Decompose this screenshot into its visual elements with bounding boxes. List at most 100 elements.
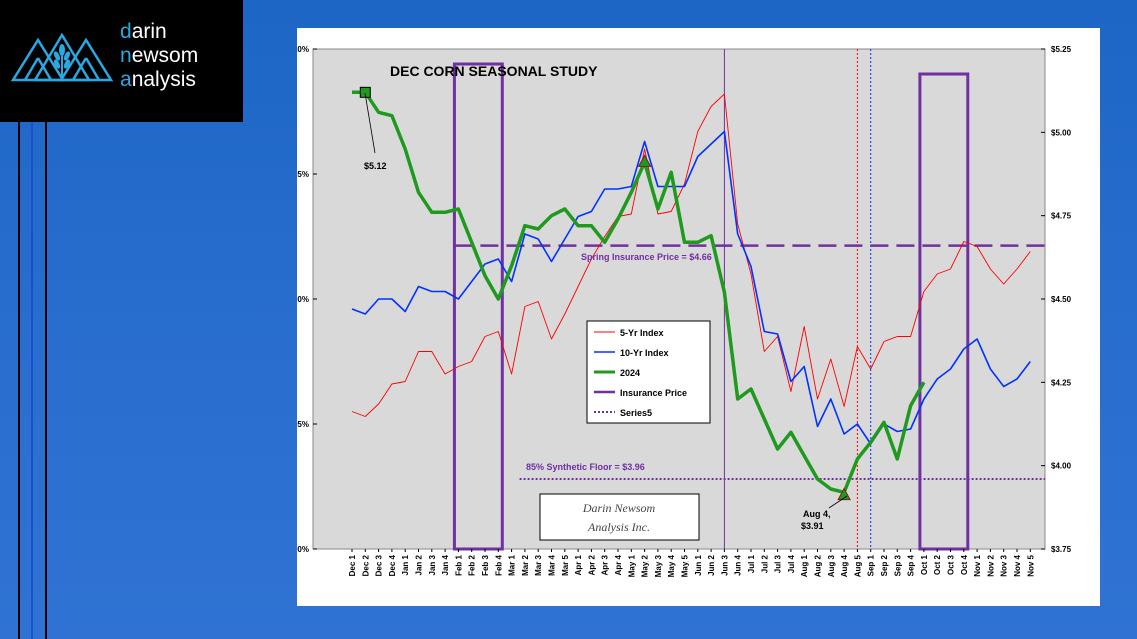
triangle-marker [837, 487, 851, 501]
x-tick-label: Apr 4 [614, 554, 623, 575]
x-tick-label: May 2 [641, 554, 650, 577]
decor-line [45, 122, 47, 639]
x-tick-label: Nov 4 [1013, 554, 1022, 576]
x-tick-label: Mar 4 [548, 554, 557, 575]
x-tick-label: Aug 2 [814, 554, 823, 577]
x-tick-label: Oct 1 [920, 554, 929, 575]
floor-label: 85% Synthetic Floor = $3.96 [526, 462, 645, 472]
x-tick-label: Aug 3 [827, 554, 836, 577]
plot-area [312, 48, 1046, 550]
x-tick-label: Jan 3 [428, 554, 437, 575]
logo-line-newsom: newsom [120, 44, 198, 68]
y-left-tick-label: 110% [297, 45, 309, 54]
x-tick-label: Aug 5 [853, 554, 862, 577]
x-tick-label: Jun 1 [694, 554, 703, 575]
series-2024-line [352, 90, 926, 495]
highlight-window [452, 62, 504, 551]
y-right-tick-label: $4.50 [1051, 295, 1072, 304]
logo-line-darin: darin [120, 20, 198, 44]
x-tick-label: May 4 [667, 554, 676, 577]
x-tick-label: Feb 2 [468, 554, 477, 575]
logo-box: darin newsom analysis [0, 0, 243, 122]
legend-label: 2024 [620, 368, 640, 378]
start-price-label: $5.12 [364, 161, 387, 171]
x-tick-label: Dec 1 [348, 554, 357, 576]
x-tick-label: Nov 1 [973, 554, 982, 576]
decor-line [31, 122, 33, 639]
y-left-tick-label: 90% [297, 545, 309, 554]
logo-text: darin newsom analysis [120, 20, 198, 92]
x-tick-label: Dec 2 [361, 554, 370, 576]
low-label-date: Aug 4, [803, 509, 831, 519]
y-right-tick-label: $5.25 [1051, 45, 1072, 54]
watermark-line2: Analysis Inc. [587, 520, 650, 534]
y-right-tick-label: $4.75 [1051, 212, 1072, 221]
logo-rest: ewsom [131, 44, 199, 67]
logo-line-analysis: analysis [120, 68, 198, 92]
x-tick-label: Aug 1 [800, 554, 809, 577]
decor-line [18, 122, 20, 639]
logo-rest: arin [131, 20, 167, 43]
x-tick-label: Jul 4 [787, 554, 796, 573]
x-tick-label: Apr 3 [601, 554, 610, 575]
x-tick-label: Nov 2 [986, 554, 995, 576]
x-tick-label: May 5 [681, 554, 690, 577]
x-tick-label: Feb 3 [481, 554, 490, 575]
x-tick-label: May 1 [627, 554, 636, 577]
x-tick-label: Oct 4 [960, 554, 969, 575]
y-left-tick-label: 95% [297, 420, 309, 429]
start-price-leader [364, 92, 376, 154]
y-right-tick-label: $3.75 [1051, 545, 1072, 554]
x-tick-label: Jan 4 [441, 554, 450, 575]
series-10yr-line [351, 130, 1031, 445]
start-square-marker [359, 86, 371, 98]
chart-svg: 90% 95% 100% 105% 110% $3.75 $4.00 $4.25 $4.50 $4… [289, 45, 1072, 577]
x-tick-label: Mar 5 [561, 554, 570, 575]
y-left-tick-label: 100% [297, 295, 309, 304]
x-tick-label: Jan 1 [401, 554, 410, 575]
chart-frame: 90% 95% 100% 105% 110% $3.75 $4.00 $4.25 $4.50 $4… [289, 28, 1100, 606]
x-tick-label: Sep 1 [867, 554, 876, 576]
series-5yr-line [351, 93, 1031, 417]
x-tick-label: Sep 3 [893, 554, 902, 576]
x-tick-label: Jun 2 [707, 554, 716, 575]
x-tick-label: Jun 4 [734, 554, 743, 575]
insurance-label: Spring Insurance Price = $4.66 [581, 252, 712, 262]
logo-rest: nalysis [131, 68, 196, 91]
triangle-marker [637, 154, 652, 167]
y-right-tick-label: $4.25 [1051, 378, 1072, 387]
x-tick-label: Dec 3 [375, 554, 384, 576]
legend-label: 10-Yr Index [620, 348, 669, 358]
x-tick-label: Mar 1 [508, 554, 517, 575]
watermark-box: Darin Newsom Analysis Inc. [539, 493, 700, 541]
x-tick-label: Jul 3 [774, 554, 783, 573]
x-tick-label: Sep 2 [880, 554, 889, 576]
x-tick-label: Feb 4 [494, 554, 503, 575]
x-tick-label: Aug 4 [840, 554, 849, 577]
x-tick-label: Feb 1 [454, 554, 463, 575]
mountain-wheat-logo-icon [10, 32, 114, 82]
x-tick-label: Mar 3 [534, 554, 543, 575]
logo-letter: a [120, 68, 132, 91]
x-tick-label: Mar 2 [521, 554, 530, 575]
x-tick-label: Dec 4 [388, 554, 397, 576]
legend-label: Series5 [620, 408, 652, 418]
y-right-tick-label: $4.00 [1051, 462, 1072, 471]
x-tick-label: Oct 2 [933, 554, 942, 575]
x-tick-label: Jun 3 [720, 554, 729, 575]
y-right-tick-label: $5.00 [1051, 128, 1072, 137]
logo-letter: n [120, 44, 132, 67]
x-tick-label: Apr 1 [574, 554, 583, 575]
logo-letter: d [120, 20, 132, 43]
x-tick-label: Sep 4 [907, 554, 916, 576]
highlight-window [918, 72, 970, 551]
low-label-leader [828, 495, 848, 509]
x-tick-label: Jul 1 [747, 554, 756, 573]
watermark-line1: Darin Newsom [582, 501, 656, 515]
low-label-price: $3.91 [801, 521, 824, 531]
chart-legend: 5-Yr Index 10-Yr Index 2024 Insurance Pr… [586, 320, 711, 424]
x-tick-label: Oct 3 [947, 554, 956, 575]
x-tick-label: Apr 2 [587, 554, 596, 575]
legend-label: 5-Yr Index [620, 328, 664, 338]
x-tick-label: Nov 3 [1000, 554, 1009, 576]
